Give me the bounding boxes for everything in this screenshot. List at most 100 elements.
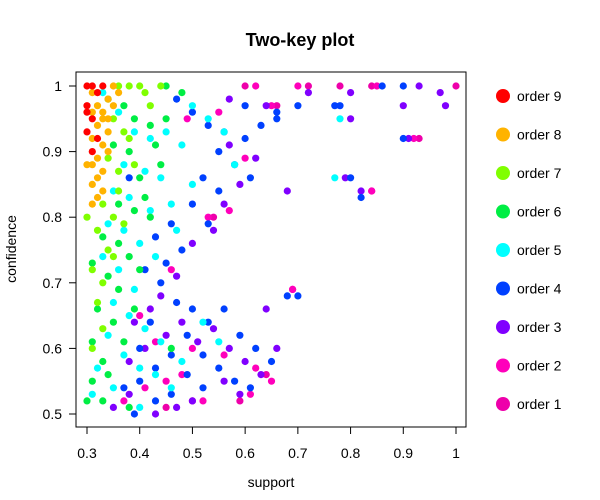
point-order-2 <box>162 377 170 385</box>
point-order-3 <box>125 357 133 366</box>
point-order-4 <box>204 220 212 228</box>
point-order-4 <box>215 187 223 195</box>
point-order-8 <box>88 108 96 116</box>
point-order-6 <box>146 121 154 129</box>
point-order-1 <box>241 82 249 90</box>
point-order-3 <box>188 397 196 405</box>
point-order-7 <box>109 213 117 221</box>
point-order-2 <box>183 115 191 123</box>
point-order-3 <box>225 141 233 149</box>
point-order-5 <box>104 331 112 339</box>
legend-marker-order-8 <box>496 127 510 142</box>
point-order-4 <box>151 364 160 372</box>
legend-label-order-7: order 7 <box>517 165 562 181</box>
point-order-3 <box>220 377 228 385</box>
point-order-2 <box>178 371 186 379</box>
point-order-5 <box>157 174 165 182</box>
point-order-3 <box>146 305 154 313</box>
point-order-8 <box>88 200 96 208</box>
y-tick-label: 1 <box>54 78 62 94</box>
point-order-3 <box>257 371 265 379</box>
chart-title: Two-key plot <box>246 30 355 50</box>
legend-label-order-1: order 1 <box>517 396 562 412</box>
point-order-4 <box>294 102 302 110</box>
point-order-3 <box>241 357 249 366</box>
point-order-4 <box>215 364 223 372</box>
legend: order 9 order 8 order 7 order 6 order 5 order… <box>496 88 562 412</box>
point-order-4 <box>215 148 223 156</box>
y-axis: 0.5 0.6 0.7 0.8 0.9 1 <box>43 78 77 422</box>
point-order-4 <box>267 357 276 366</box>
point-order-3 <box>436 89 444 97</box>
point-order-8 <box>83 161 91 169</box>
point-order-6 <box>125 253 133 261</box>
point-order-5 <box>162 128 170 136</box>
point-order-3 <box>283 187 291 195</box>
point-order-5 <box>93 364 102 372</box>
point-order-3 <box>415 82 423 90</box>
point-order-1 <box>236 397 244 405</box>
point-order-9 <box>83 128 91 136</box>
point-order-6 <box>151 141 160 149</box>
point-order-6 <box>109 141 117 149</box>
point-order-9 <box>93 134 102 143</box>
point-order-5 <box>109 384 117 392</box>
point-order-8 <box>104 95 112 103</box>
point-order-4 <box>204 318 212 326</box>
x-tick-label: 0.8 <box>341 445 361 461</box>
point-order-6 <box>141 193 149 202</box>
point-order-9 <box>83 102 91 110</box>
point-order-3 <box>262 305 270 313</box>
point-order-6 <box>115 200 123 208</box>
point-order-4 <box>167 390 175 398</box>
point-order-5 <box>146 207 154 215</box>
point-order-5 <box>88 390 96 398</box>
point-order-4 <box>357 193 365 202</box>
point-order-5 <box>220 128 228 136</box>
point-order-7 <box>109 115 117 123</box>
point-order-4 <box>257 121 265 129</box>
point-order-7 <box>99 279 107 287</box>
point-order-8 <box>104 128 112 136</box>
point-order-2 <box>241 154 249 162</box>
legend-marker-order-2 <box>496 358 510 373</box>
point-order-3 <box>341 174 349 182</box>
x-tick-label: 0.9 <box>394 445 414 461</box>
point-order-2 <box>410 134 418 143</box>
point-order-6 <box>125 148 133 156</box>
point-order-7 <box>93 298 102 307</box>
point-order-4 <box>157 279 165 287</box>
legend-label-order-6: order 6 <box>517 204 562 220</box>
point-order-9 <box>88 82 96 90</box>
point-order-2 <box>267 102 276 110</box>
point-order-4 <box>188 305 196 313</box>
point-order-2 <box>141 384 149 392</box>
point-order-7 <box>88 266 96 274</box>
point-order-5 <box>231 161 239 169</box>
point-order-4 <box>183 331 191 339</box>
point-order-6 <box>115 285 123 293</box>
point-order-6 <box>99 233 107 241</box>
point-order-3 <box>209 325 218 333</box>
point-order-9 <box>93 89 102 97</box>
point-order-5 <box>141 167 149 175</box>
point-order-7 <box>125 82 133 90</box>
point-order-4 <box>167 351 175 359</box>
point-order-3 <box>225 95 233 103</box>
legend-label-order-4: order 4 <box>517 281 562 297</box>
point-order-2 <box>294 82 302 90</box>
y-tick-label: 0.7 <box>43 275 63 291</box>
legend-marker-order-1 <box>496 397 510 411</box>
point-order-3 <box>157 292 165 300</box>
point-order-5 <box>130 285 138 293</box>
point-order-1 <box>162 403 170 411</box>
legend-marker-order-7 <box>496 166 510 180</box>
point-order-7 <box>104 246 112 254</box>
point-order-4 <box>199 351 207 359</box>
point-order-3 <box>236 390 244 398</box>
point-order-5 <box>167 384 175 392</box>
point-order-4 <box>199 384 207 392</box>
point-order-9 <box>88 148 96 156</box>
point-order-7 <box>99 200 107 208</box>
point-order-5 <box>157 338 165 346</box>
